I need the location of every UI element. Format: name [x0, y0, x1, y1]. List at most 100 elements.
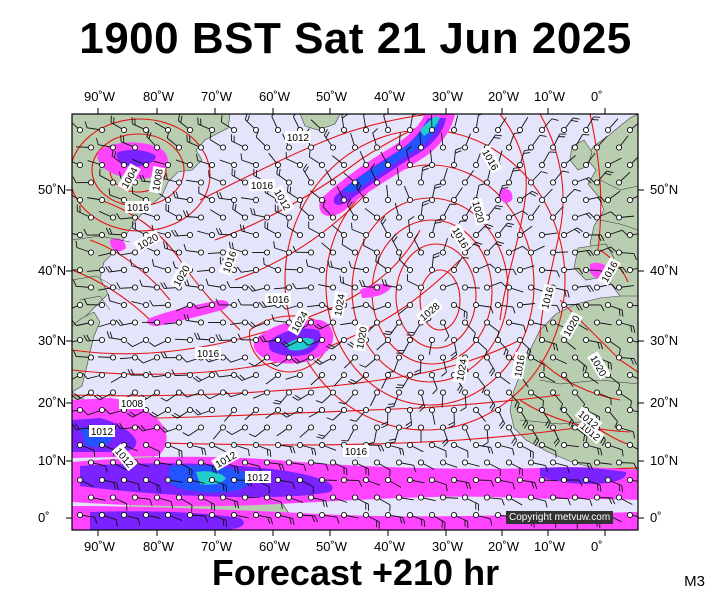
station-circle-icon [615, 319, 623, 326]
station-circle-icon [164, 126, 172, 134]
station-circle-icon [340, 266, 348, 274]
station-circle-icon [615, 179, 623, 186]
wind-barb-icon [450, 301, 468, 320]
wind-barb-icon [383, 319, 403, 336]
wind-barb-icon [368, 301, 392, 311]
wind-barb-icon [604, 406, 618, 428]
wind-barb-icon [273, 241, 293, 256]
station-circle-icon [505, 424, 513, 431]
wind-barb-icon [255, 130, 271, 151]
station-circle-icon [362, 406, 370, 414]
station-circle-icon [461, 424, 469, 431]
station-circle-icon [494, 371, 502, 379]
wind-barb-icon [239, 224, 260, 239]
station-circle-icon [549, 319, 557, 326]
wind-barb-icon [302, 336, 326, 346]
station-circle-icon [241, 249, 249, 256]
wind-barb-icon [461, 284, 481, 291]
wind-barb-icon [310, 119, 326, 134]
station-circle-icon [472, 476, 480, 484]
station-circle-icon [164, 371, 172, 379]
station-circle-icon [241, 389, 249, 396]
wind-barb-icon [151, 259, 172, 274]
wind-barb-icon [226, 424, 249, 436]
station-circle-icon [296, 161, 304, 169]
wind-barb-icon [560, 266, 583, 275]
station-circle-icon [527, 284, 535, 291]
station-circle-icon [98, 196, 106, 204]
station-circle-icon [307, 389, 315, 396]
wind-barb-icon [332, 225, 348, 239]
station-circle-icon [450, 441, 458, 449]
station-circle-icon [186, 231, 194, 239]
station-circle-icon [615, 144, 623, 151]
wind-barb-icon [276, 167, 293, 186]
station-circle-icon [406, 441, 414, 449]
precipitation [72, 114, 638, 530]
wind-barb-icon [448, 406, 458, 429]
wind-barb-icon [339, 275, 359, 291]
station-circle-icon [164, 196, 172, 204]
lon-tick-label: 60˚W [259, 539, 291, 554]
station-circle-icon [582, 441, 590, 449]
station-circle-icon [241, 319, 249, 326]
wind-barb-icon [73, 279, 95, 291]
station-circle-icon [87, 214, 95, 221]
station-circle-icon [274, 371, 282, 379]
wind-barb-icon [182, 424, 205, 437]
station-circle-icon [296, 406, 304, 414]
lon-tick-label: 20˚W [488, 89, 520, 104]
station-circle-icon [153, 494, 161, 501]
wind-barb-icon [116, 212, 139, 221]
station-circle-icon [87, 389, 95, 396]
wind-barb-icon [82, 371, 106, 380]
station-circle-icon [516, 126, 524, 134]
station-circle-icon [142, 476, 150, 484]
wind-barb-icon [82, 406, 106, 416]
wind-barb-icon [527, 459, 548, 473]
station-circle-icon [527, 424, 535, 431]
station-circle-icon [626, 476, 634, 484]
station-circle-icon [318, 476, 326, 484]
station-circle-icon [142, 371, 150, 379]
station-circle-icon [560, 336, 568, 344]
station-circle-icon [527, 389, 535, 396]
station-circle-icon [626, 161, 634, 169]
wind-barb-icon [197, 266, 216, 274]
station-circle-icon [340, 476, 348, 484]
station-circle-icon [351, 284, 359, 291]
wind-barb-icon [285, 459, 307, 472]
wind-barb-icon [494, 222, 514, 239]
svg-text:1024: 1024 [333, 293, 348, 317]
station-circle-icon [560, 476, 568, 484]
wind-barb-icon [505, 245, 529, 256]
wind-barb-icon [72, 371, 84, 383]
station-circle-icon [571, 284, 579, 291]
wind-barb-icon [615, 171, 631, 186]
station-circle-icon [87, 354, 95, 361]
wind-barb-icon [326, 406, 348, 421]
wind-barb-icon [582, 231, 605, 242]
station-circle-icon [582, 266, 590, 274]
wind-barb-icon [494, 184, 510, 204]
lat-tick-label: 40˚N [650, 263, 679, 278]
station-circle-icon [252, 161, 260, 169]
wind-barb-icon [322, 200, 337, 221]
wind-barb-icon [83, 298, 106, 309]
wind-barb-icon [192, 406, 216, 416]
wind-barb-icon [381, 278, 403, 291]
station-circle-icon [340, 231, 348, 239]
station-circle-icon [340, 406, 348, 414]
wind-barb-icon [292, 282, 315, 291]
copyright-label: Copyright metvuw.com [506, 511, 614, 524]
station-circle-icon [362, 266, 370, 274]
wind-barb-icon [406, 319, 425, 336]
wind-barb-icon [98, 511, 118, 527]
station-circle-icon [582, 301, 590, 309]
lon-tick-label: 30˚W [432, 539, 464, 554]
wind-barb-icon [384, 185, 392, 204]
wind-barb-icon [98, 249, 117, 257]
wind-barb-icon [450, 511, 469, 528]
wind-barb-icon [571, 494, 593, 507]
station-circle-icon [406, 301, 414, 309]
